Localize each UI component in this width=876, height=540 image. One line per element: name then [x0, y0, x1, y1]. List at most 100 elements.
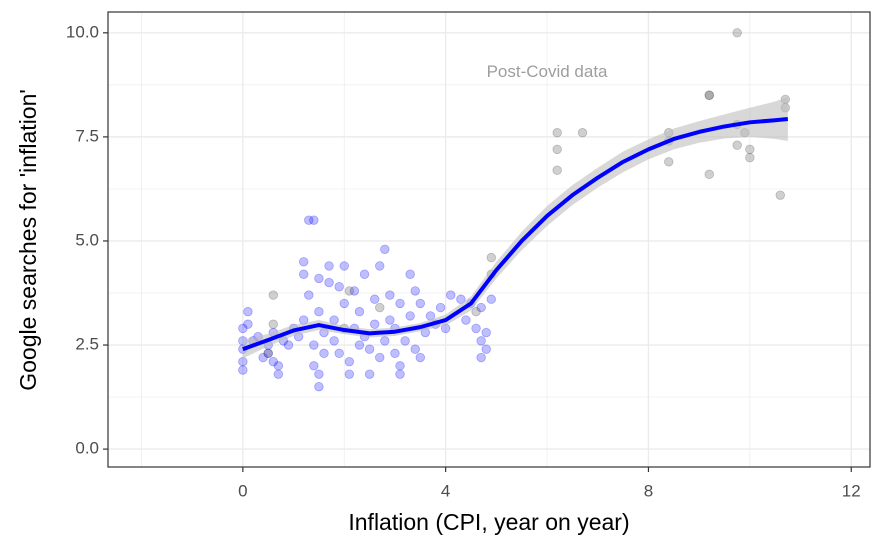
point: [410, 286, 420, 296]
point: [268, 319, 278, 329]
point: [664, 157, 674, 167]
point: [385, 290, 395, 300]
point: [324, 277, 334, 288]
point: [349, 286, 360, 296]
point: [334, 282, 344, 292]
point: [339, 261, 349, 271]
point: [552, 128, 562, 138]
point: [273, 369, 284, 379]
x-tick-label: 0: [238, 481, 247, 500]
y-tick-label: 0.0: [75, 439, 99, 458]
x-tick-label: 4: [441, 481, 450, 500]
point: [238, 365, 248, 375]
point: [704, 169, 714, 180]
point: [380, 336, 390, 346]
point: [704, 90, 714, 100]
point: [375, 261, 385, 271]
point: [298, 269, 309, 279]
y-tick-label: 2.5: [75, 335, 99, 354]
point: [238, 323, 248, 334]
point: [354, 340, 365, 350]
point: [314, 307, 324, 317]
point: [732, 28, 742, 38]
point: [476, 352, 486, 363]
point: [268, 356, 278, 367]
point: [314, 381, 324, 392]
point: [268, 290, 278, 300]
point: [314, 273, 324, 284]
point: [263, 348, 273, 359]
point: [364, 344, 375, 354]
point: [775, 190, 785, 200]
point: [309, 361, 319, 371]
point: [273, 361, 284, 371]
point: [263, 348, 273, 359]
y-tick-label: 5.0: [75, 230, 99, 249]
point: [446, 290, 456, 300]
point: [410, 344, 420, 354]
point: [385, 315, 395, 325]
point: [732, 140, 742, 150]
point: [395, 298, 405, 309]
point: [298, 257, 309, 267]
point: [415, 352, 426, 363]
point: [375, 302, 385, 313]
point: [405, 311, 415, 321]
point: [435, 302, 446, 313]
point: [471, 323, 481, 334]
point: [481, 344, 491, 354]
y-tick-label: 10.0: [66, 22, 99, 41]
point: [344, 286, 355, 296]
point: [334, 348, 344, 359]
point: [745, 152, 755, 163]
point: [243, 319, 253, 329]
plot-background: [108, 12, 870, 467]
point: [577, 128, 588, 138]
point: [329, 336, 339, 346]
point: [486, 252, 496, 263]
y-tick-label: 7.5: [75, 126, 99, 145]
x-axis-title: Inflation (CPI, year on year): [348, 509, 629, 535]
point: [745, 144, 755, 155]
plot-border: [107, 11, 871, 468]
point: [400, 336, 410, 346]
point: [238, 356, 248, 367]
point: [471, 307, 481, 317]
point: [309, 340, 319, 350]
point: [461, 315, 471, 325]
point: [375, 352, 385, 363]
point: [359, 269, 370, 279]
smooth-line: [242, 116, 789, 352]
point: [476, 302, 486, 313]
point: [456, 294, 466, 304]
point: [304, 215, 314, 225]
point: [380, 244, 390, 254]
point: [486, 294, 496, 304]
point: [344, 356, 355, 367]
point: [552, 144, 562, 155]
point: [243, 307, 253, 317]
point: [344, 369, 355, 379]
point: [552, 165, 562, 175]
x-tick-label: 12: [842, 481, 861, 500]
point: [415, 298, 426, 309]
point: [704, 90, 714, 100]
point: [405, 269, 415, 279]
point: [283, 340, 294, 350]
x-tick-label: 8: [644, 481, 653, 500]
point: [364, 369, 375, 379]
point: [369, 319, 380, 329]
point: [304, 290, 314, 300]
point: [354, 307, 365, 317]
point: [476, 336, 486, 346]
y-axis-title: Google searches for 'inflation': [15, 89, 41, 391]
point: [395, 369, 405, 379]
annotation: Post-Covid data: [487, 62, 608, 81]
point: [324, 261, 334, 271]
point: [481, 327, 491, 338]
point: [258, 352, 268, 363]
point: [309, 215, 319, 225]
point: [369, 294, 380, 304]
point: [319, 348, 329, 359]
